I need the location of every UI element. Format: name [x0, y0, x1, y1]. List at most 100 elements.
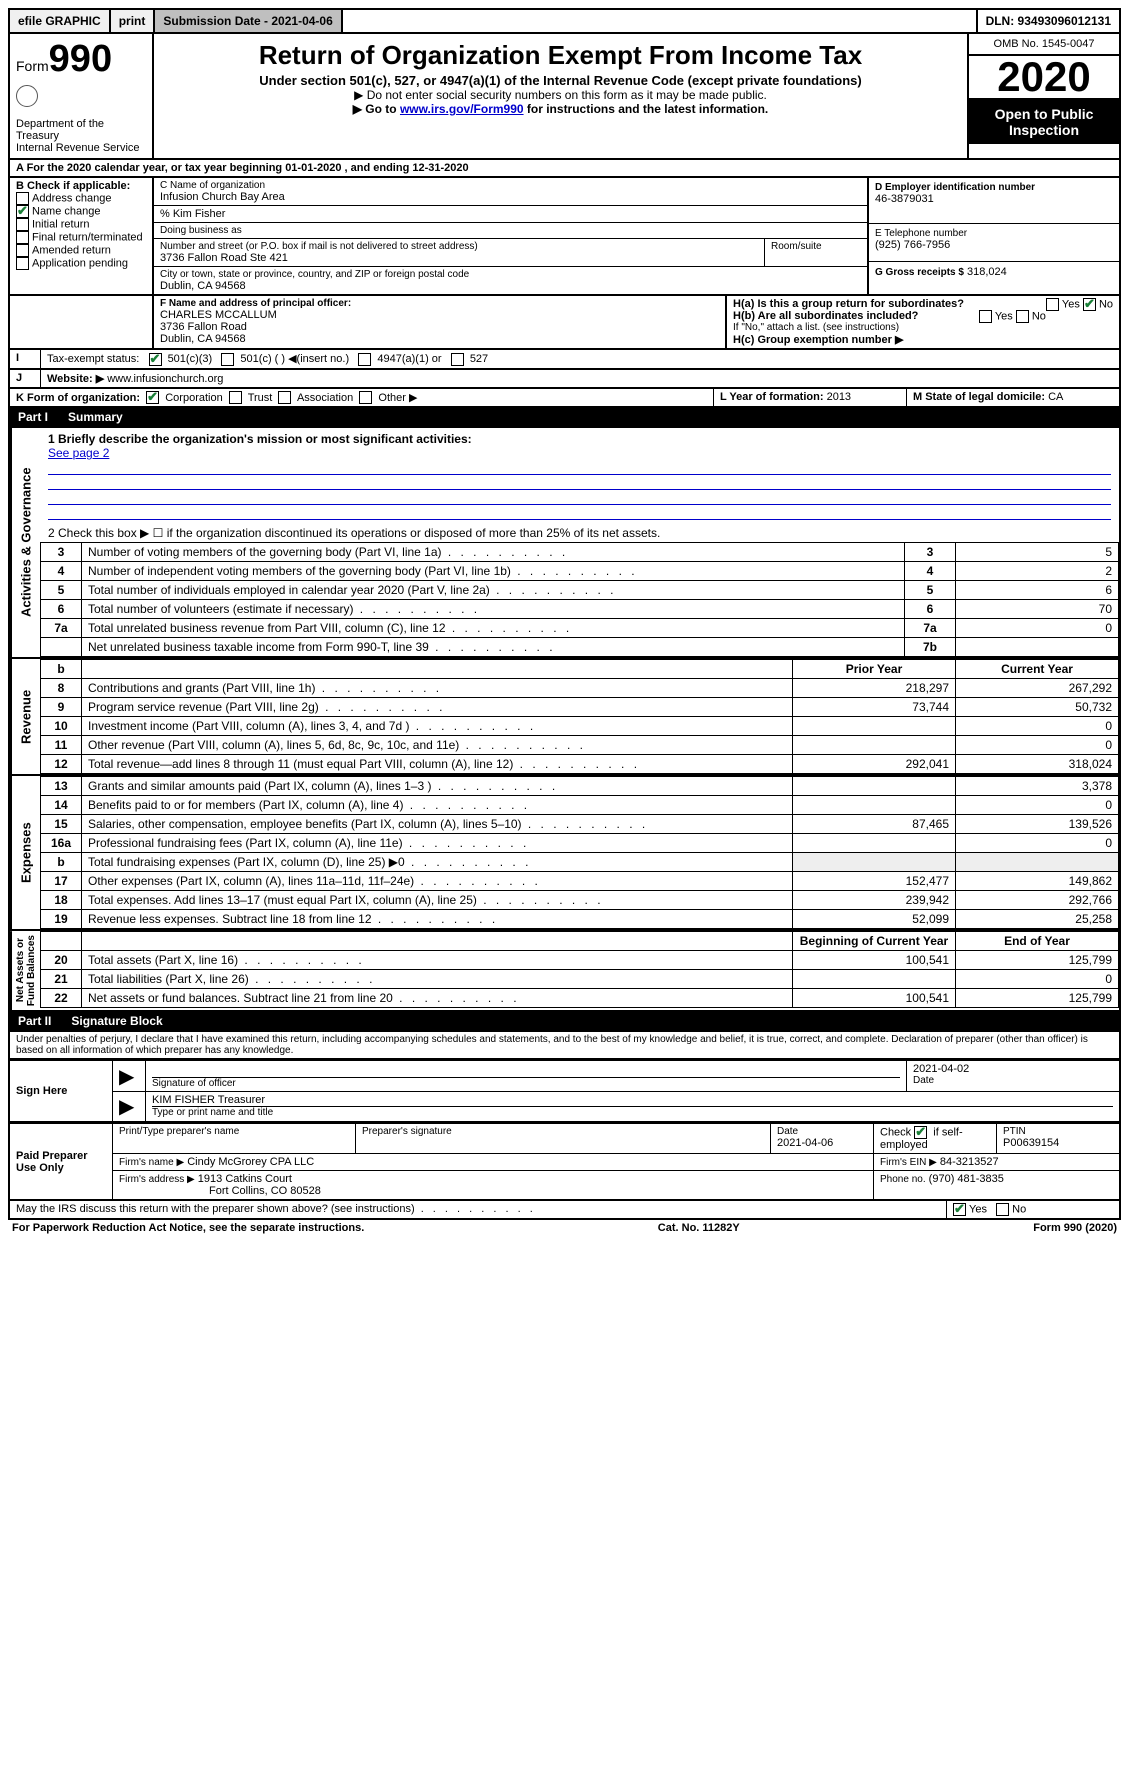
table-row: 5 Total number of individuals employed i…	[41, 581, 1119, 600]
phone-value: (925) 766-7956	[875, 239, 1113, 251]
box-m: M State of legal domicile: CA	[907, 389, 1119, 407]
check-4947[interactable]	[358, 353, 371, 366]
form-number-text: 990	[49, 38, 112, 80]
check-assoc[interactable]	[278, 391, 291, 404]
check-501c3[interactable]	[149, 353, 162, 366]
check-name[interactable]: Name change	[16, 205, 146, 218]
governance-content: 1 Briefly describe the organization's mi…	[40, 428, 1119, 657]
prep-self-emp: Check if self-employed	[874, 1124, 997, 1154]
h-b: H(b) Are all subordinates included? Yes …	[733, 310, 1113, 322]
line-desc: Number of voting members of the governin…	[82, 543, 905, 562]
section-klm: K Form of organization: Corporation Trus…	[8, 389, 1121, 409]
h-b-yes[interactable]: Yes	[995, 310, 1013, 322]
mission-line4	[48, 505, 1111, 520]
check-self-employed[interactable]	[914, 1126, 927, 1139]
prior-val: 87,465	[793, 815, 956, 834]
print-button[interactable]: print	[111, 10, 156, 32]
table-row: Net unrelated business taxable income fr…	[41, 638, 1119, 657]
section-f-h: F Name and address of principal officer:…	[8, 296, 1121, 350]
discuss-row: May the IRS discuss this return with the…	[8, 1201, 1121, 1220]
cur-val: 0	[956, 834, 1119, 853]
officer-city: Dublin, CA 94568	[160, 333, 719, 345]
h-b-no[interactable]: No	[1032, 310, 1046, 322]
opt-other: Other ▶	[378, 392, 417, 404]
lineno: 21	[41, 970, 82, 989]
box-j: Website: ▶ www.infusionchurch.org	[41, 370, 1119, 387]
officer-sig-line[interactable]	[152, 1063, 900, 1078]
mission-line1	[48, 460, 1111, 475]
h-a-yes[interactable]: Yes	[1062, 298, 1080, 310]
activities-governance-section: Activities & Governance 1 Briefly descri…	[8, 428, 1121, 659]
line1-label: 1 Briefly describe the organization's mi…	[48, 432, 1111, 446]
header-mid: Return of Organization Exempt From Incom…	[154, 34, 967, 158]
check-final[interactable]: Final return/terminated	[16, 231, 146, 244]
h-a-no[interactable]: No	[1099, 298, 1113, 310]
h-a-label: H(a) Is this a group return for subordin…	[733, 298, 964, 310]
prior-val: 239,942	[793, 891, 956, 910]
gross-value: 318,024	[967, 266, 1007, 278]
lineno: 13	[41, 777, 82, 796]
opt-501c: 501(c) ( ) ◀(insert no.)	[240, 353, 349, 365]
cur-val: 0	[956, 970, 1119, 989]
street-label: Number and street (or P.O. box if mail i…	[160, 241, 758, 252]
check-other[interactable]	[359, 391, 372, 404]
line-val: 5	[956, 543, 1119, 562]
lineno: 18	[41, 891, 82, 910]
discuss-answers: Yes No	[947, 1201, 1119, 1218]
prep-print-label: Print/Type preparer's name	[119, 1126, 349, 1137]
ein-label: D Employer identification number	[875, 182, 1113, 193]
section-i: I Tax-exempt status: 501(c)(3) 501(c) ( …	[8, 350, 1121, 370]
line-desc: Total liabilities (Part X, line 26)	[82, 970, 793, 989]
table-row: 8 Contributions and grants (Part VIII, l…	[41, 679, 1119, 698]
check-address[interactable]: Address change	[16, 192, 146, 205]
lineno: 9	[41, 698, 82, 717]
row-b-desc	[82, 660, 793, 679]
check-initial-label: Initial return	[32, 218, 89, 230]
table-row: 17 Other expenses (Part IX, column (A), …	[41, 872, 1119, 891]
org-name: Infusion Church Bay Area	[160, 191, 861, 203]
check-501c[interactable]	[221, 353, 234, 366]
cur-val: 125,799	[956, 951, 1119, 970]
opt-trust: Trust	[248, 392, 273, 404]
line-desc: Number of independent voting members of …	[82, 562, 905, 581]
check-initial[interactable]: Initial return	[16, 218, 146, 231]
part1-subtitle: Summary	[68, 410, 123, 424]
check-trust[interactable]	[229, 391, 242, 404]
note2-pre: ▶ Go to	[353, 102, 400, 116]
table-row: 21 Total liabilities (Part X, line 26) 0	[41, 970, 1119, 989]
check-amended[interactable]: Amended return	[16, 244, 146, 257]
table-row: 20 Total assets (Part X, line 16) 100,54…	[41, 951, 1119, 970]
check-pending[interactable]: Application pending	[16, 257, 146, 270]
note2-post: for instructions and the latest informat…	[524, 102, 769, 116]
ein-value: 46-3879031	[875, 193, 1113, 205]
check-527[interactable]	[451, 353, 464, 366]
lineno: 7a	[41, 619, 82, 638]
irs-link[interactable]: www.irs.gov/Form990	[400, 102, 524, 116]
officer-sig-label: Signature of officer	[152, 1078, 900, 1089]
h-c: H(c) Group exemption number ▶	[733, 333, 1113, 346]
city-label: City or town, state or province, country…	[160, 269, 861, 280]
box-m-value: CA	[1048, 391, 1063, 403]
opt-corp: Corporation	[165, 392, 222, 404]
prior-val: 73,744	[793, 698, 956, 717]
net-hdr-desc	[82, 932, 793, 951]
lineno: 15	[41, 815, 82, 834]
line-desc: Total assets (Part X, line 16)	[82, 951, 793, 970]
discuss-no-check[interactable]	[996, 1203, 1009, 1216]
firm-phone-label: Phone no.	[880, 1174, 926, 1185]
cur-val: 0	[956, 796, 1119, 815]
check-corp[interactable]	[146, 391, 159, 404]
discuss-yes-check[interactable]	[953, 1203, 966, 1216]
cur-val: 50,732	[956, 698, 1119, 717]
firm-name: Cindy McGrorey CPA LLC	[187, 1156, 314, 1168]
footer-right: Form 990 (2020)	[1033, 1222, 1117, 1234]
sign-date: 2021-04-02	[913, 1063, 1113, 1075]
line1-value[interactable]: See page 2	[48, 446, 109, 460]
prior-val	[793, 736, 956, 755]
line-desc: Net unrelated business taxable income fr…	[82, 638, 905, 657]
line-val: 0	[956, 619, 1119, 638]
lineno: 11	[41, 736, 82, 755]
prior-val	[793, 717, 956, 736]
line-desc: Professional fundraising fees (Part IX, …	[82, 834, 793, 853]
open-public-badge: Open to Public Inspection	[969, 100, 1119, 144]
